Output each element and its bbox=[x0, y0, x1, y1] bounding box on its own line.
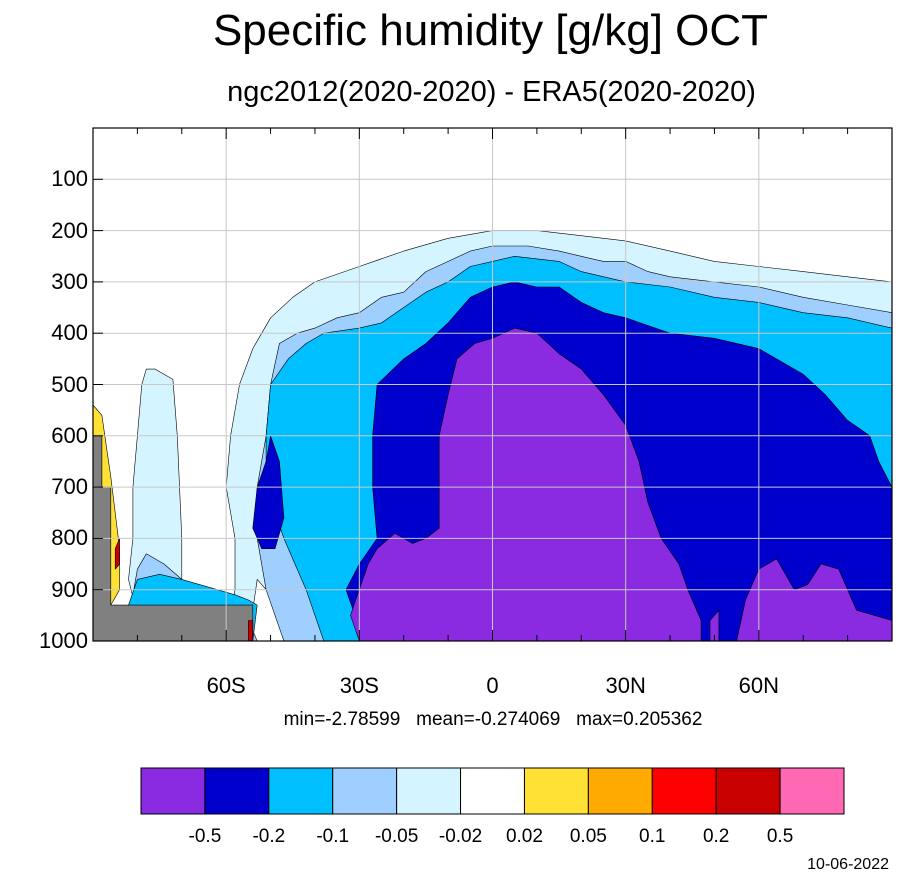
colorbar-box-5 bbox=[460, 767, 525, 815]
colorbar-label-2: -0.1 bbox=[316, 826, 350, 847]
x-tick-label-3: 30N bbox=[605, 673, 646, 698]
y-tick-label-6: 700 bbox=[51, 474, 88, 500]
colorbar-box-2 bbox=[268, 767, 334, 815]
x-tick-label-1: 30S bbox=[339, 673, 379, 698]
y-tick-label-2: 300 bbox=[51, 268, 88, 294]
colorbar bbox=[140, 767, 845, 815]
colorbar-label-6: 0.05 bbox=[569, 826, 607, 847]
colorbar-box-3 bbox=[332, 767, 398, 815]
contour-region-band-14 bbox=[248, 620, 254, 641]
y-tick-label-3: 400 bbox=[51, 320, 88, 346]
colorbar-box-10 bbox=[779, 767, 845, 815]
colorbar-label-1: -0.2 bbox=[252, 826, 286, 847]
plot-area bbox=[93, 128, 892, 641]
colorbar-label-9: 0.5 bbox=[766, 826, 794, 847]
colorbar-box-8 bbox=[651, 767, 717, 815]
colorbar-box-1 bbox=[204, 767, 270, 815]
y-tick-label-7: 800 bbox=[51, 525, 88, 551]
y-tick-label-5: 600 bbox=[51, 422, 88, 448]
colorbar-box-7 bbox=[587, 767, 653, 815]
colorbar-label-4: -0.02 bbox=[438, 826, 483, 847]
x-tick-label-0: 60S bbox=[206, 673, 246, 698]
colorbar-box-9 bbox=[715, 767, 781, 815]
chart-subtitle: ngc2012(2020-2020) - ERA5(2020-2020) bbox=[227, 76, 756, 108]
y-tick-label-9: 1000 bbox=[39, 628, 88, 653]
date-stamp: 10-06-2022 bbox=[807, 856, 889, 873]
axis-ticks bbox=[93, 128, 849, 642]
y-tick-label-8: 900 bbox=[51, 576, 88, 602]
colorbar-box-0 bbox=[140, 767, 206, 815]
plot-frame bbox=[92, 127, 893, 642]
x-tick-label-4: 60N bbox=[738, 673, 779, 698]
contour-region-band-13 bbox=[114, 538, 120, 570]
y-tick-label-1: 200 bbox=[51, 217, 88, 243]
colorbar-box-4 bbox=[396, 767, 462, 815]
colorbar-box-6 bbox=[523, 767, 589, 815]
stats-line: min=-2.78599 mean=-0.274069 max=0.205362 bbox=[283, 709, 703, 730]
colorbar-label-0: -0.5 bbox=[188, 826, 222, 847]
x-tick-label-2: 0 bbox=[486, 673, 499, 698]
colorbar-label-5: 0.02 bbox=[505, 826, 543, 847]
chart-title: Specific humidity [g/kg] OCT bbox=[212, 6, 769, 55]
colorbar-label-8: 0.2 bbox=[702, 826, 730, 847]
contour-region-band-7 bbox=[252, 435, 285, 550]
y-tick-label-0: 100 bbox=[51, 166, 88, 192]
grid-lines bbox=[93, 128, 892, 641]
contour-region-band-10 bbox=[709, 609, 720, 641]
colorbar-label-7: 0.1 bbox=[639, 826, 666, 847]
contour-region-band-9 bbox=[736, 558, 892, 641]
colorbar-label-3: -0.05 bbox=[374, 826, 419, 847]
y-tick-label-4: 500 bbox=[51, 371, 88, 397]
